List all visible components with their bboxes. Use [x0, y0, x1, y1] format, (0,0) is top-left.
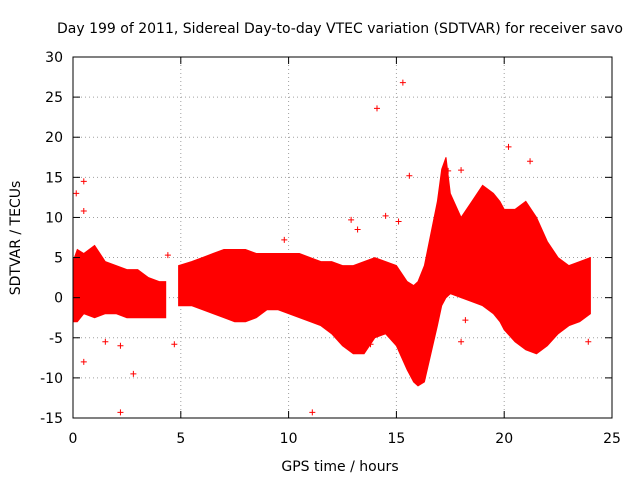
- y-tick-label-0: -15: [40, 411, 63, 427]
- x-tick-label-1: 5: [176, 431, 185, 447]
- outlier-point-24: [505, 143, 512, 150]
- outlier-point-2: [80, 208, 87, 215]
- y-tick-label-9: 30: [45, 50, 63, 66]
- outlier-point-22: [462, 317, 469, 324]
- data-layer: [72, 79, 592, 416]
- outlier-point-16: [382, 212, 389, 219]
- y-tick-label-7: 20: [45, 130, 63, 146]
- y-tick-label-6: 15: [45, 170, 63, 186]
- y-tick-label-5: 10: [45, 210, 63, 226]
- outlier-point-0: [73, 190, 80, 197]
- y-tick-label-4: 5: [54, 251, 63, 267]
- outlier-point-11: [309, 409, 316, 416]
- chart-title: Day 199 of 2011, Sidereal Day-to-day VTE…: [57, 21, 623, 37]
- x-tick-label-3: 15: [387, 431, 405, 447]
- outlier-point-12: [348, 216, 355, 223]
- y-tick-label-2: -5: [49, 331, 63, 347]
- outlier-point-3: [80, 358, 87, 365]
- outlier-point-20: [445, 167, 452, 174]
- x-tick-label-5: 25: [603, 431, 621, 447]
- x-tick-labels: 0 5 10 15 20 25: [69, 431, 621, 447]
- outlier-point-7: [102, 338, 109, 345]
- outlier-point-8: [171, 341, 178, 348]
- outlier-point-6: [117, 342, 124, 349]
- outlier-point-14: [367, 341, 374, 348]
- y-tick-label-1: -10: [40, 371, 63, 387]
- outlier-point-27: [585, 338, 592, 345]
- y-tick-labels: -15 -10 -5 0 5 10 15 20 25 30: [40, 50, 63, 427]
- x-tick-label-0: 0: [69, 431, 78, 447]
- y-axis-label: SDTVAR / TECUs: [8, 181, 24, 296]
- x-tick-label-4: 20: [495, 431, 513, 447]
- outlier-point-15: [373, 105, 380, 112]
- outlier-point-13: [354, 226, 361, 233]
- y-tick-label-3: 0: [54, 291, 63, 307]
- outlier-point-19: [395, 218, 402, 225]
- outlier-point-17: [399, 79, 406, 86]
- x-axis-label: GPS time / hours: [281, 459, 398, 475]
- outlier-point-25: [509, 210, 516, 217]
- y-tick-label-8: 25: [45, 90, 63, 106]
- sdtvar-band-0-1: [178, 157, 591, 387]
- axis-ticks: [72, 56, 613, 419]
- outlier-point-9: [164, 252, 171, 259]
- outlier-point-4: [117, 409, 124, 416]
- plot-frame: [72, 56, 613, 419]
- outlier-point-10: [281, 236, 288, 243]
- sdtvar-band-0-0: [72, 244, 167, 323]
- outlier-point-26: [527, 158, 534, 165]
- x-tick-label-2: 10: [280, 431, 298, 447]
- outlier-point-5: [130, 370, 137, 377]
- outlier-point-18: [406, 172, 413, 179]
- outlier-point-1: [80, 178, 87, 185]
- outlier-point-21: [458, 167, 465, 174]
- outlier-point-23: [458, 338, 465, 345]
